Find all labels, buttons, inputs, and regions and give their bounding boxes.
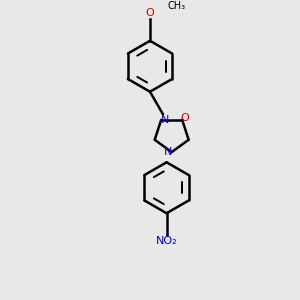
Text: O: O	[146, 8, 154, 18]
Text: CH₃: CH₃	[168, 2, 186, 11]
Text: O: O	[180, 113, 189, 123]
Text: N: N	[160, 115, 169, 125]
Text: NO₂: NO₂	[156, 236, 177, 246]
Text: N: N	[164, 147, 172, 157]
